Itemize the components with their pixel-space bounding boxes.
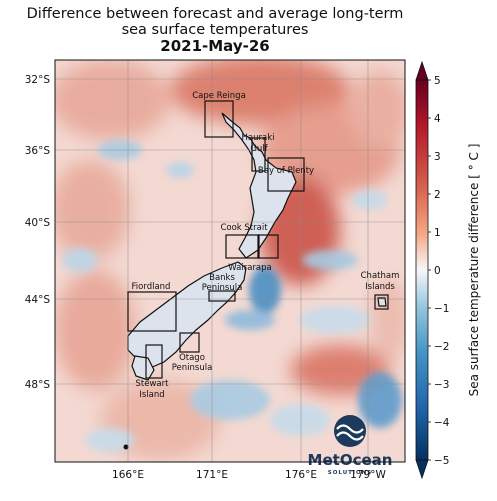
- label-cook-strait: Cook Strait: [220, 223, 268, 233]
- label-otago-2: Peninsula: [172, 363, 213, 373]
- longitude-tick-labels: 166°E 171°E 176°E 179°W: [112, 469, 386, 481]
- box-wairarapa: [257, 234, 279, 259]
- box-bay-of-plenty: [267, 157, 305, 192]
- map-frame: [54, 59, 406, 463]
- colorbar-label: Sea surface temperature difference [ ° C…: [467, 144, 481, 397]
- label-hauraki-1: Hauraki: [242, 133, 275, 143]
- region-labels: Cape Reinga Hauraki Gulf Bay of Plenty C…: [132, 91, 400, 400]
- lat-tick: 36°S: [25, 145, 51, 157]
- label-cape-reinga: Cape Reinga: [192, 91, 246, 101]
- map-gridlines: [55, 60, 405, 462]
- label-bay-of-plenty: Bay of Plenty: [258, 166, 314, 176]
- lon-tick: 179°W: [350, 469, 386, 481]
- chart-title-line2: sea surface temperatures: [121, 22, 309, 38]
- colorbar-tick: −2: [434, 341, 449, 353]
- colorbar-min-arrow: [415, 459, 429, 480]
- label-fiordland: Fiordland: [132, 282, 171, 292]
- box-hauraki-gulf: [251, 137, 266, 172]
- label-chatham-2: Islands: [365, 282, 395, 292]
- region-boxes: [127, 100, 389, 379]
- colorbar-max-arrow: [415, 60, 429, 81]
- colorbar-tick: 0: [434, 265, 441, 277]
- box-banks-peninsula: [208, 290, 236, 302]
- lon-tick: 166°E: [112, 469, 144, 481]
- label-hauraki-2: Gulf: [250, 144, 268, 154]
- box-chatham-islands: [374, 294, 389, 310]
- lat-tick: 44°S: [25, 294, 51, 306]
- chart-date: 2021-May-26: [160, 37, 270, 55]
- box-fiordland: [127, 291, 177, 332]
- label-otago-1: Otago: [179, 353, 205, 363]
- box-stewart-island: [145, 344, 163, 379]
- colorbar-tick: −1: [434, 303, 449, 315]
- label-wairarapa: Wairarapa: [228, 263, 271, 273]
- lon-tick: 171°E: [196, 469, 228, 481]
- label-stewart-1: Stewart: [136, 379, 170, 389]
- logo-tagline: SOLUTIONS: [328, 470, 372, 476]
- colorbar-tick: 4: [434, 113, 441, 125]
- colorbar-tick: 3: [434, 151, 441, 163]
- label-chatham-1: Chatham: [361, 271, 400, 281]
- box-otago-peninsula: [179, 332, 200, 353]
- colorbar: 5 4 3 2 1 0 −1 −2 −3 −4 −5 Sea surface t…: [415, 60, 481, 480]
- colorbar-tick: 1: [434, 227, 441, 239]
- metocean-logo: MetOcean SOLUTIONS: [308, 415, 393, 476]
- label-banks-1: Banks: [209, 273, 235, 283]
- colorbar-tick: 5: [434, 75, 441, 87]
- lon-tick: 176°E: [285, 469, 317, 481]
- label-stewart-2: Island: [139, 390, 164, 400]
- colorbar-tick: −3: [434, 379, 449, 391]
- lat-tick: 32°S: [25, 74, 51, 86]
- new-zealand-landmass: [127, 112, 387, 381]
- colorbar-tick: −5: [434, 455, 449, 467]
- chart-title-line1: Difference between forecast and average …: [26, 6, 404, 22]
- box-cook-strait: [225, 234, 260, 259]
- colorbar-tick: −4: [434, 417, 450, 429]
- logo-name: MetOcean: [308, 451, 393, 469]
- lat-tick: 40°S: [25, 217, 51, 229]
- box-cape-reinga: [204, 100, 234, 138]
- colorbar-scale: [415, 79, 429, 461]
- label-banks-2: Peninsula: [202, 283, 243, 293]
- colorbar-tick: 2: [434, 189, 441, 201]
- latitude-tick-labels: 32°S 36°S 40°S 44°S 48°S: [25, 74, 51, 391]
- lat-tick: 48°S: [25, 379, 51, 391]
- campbell-island-marker: [123, 444, 129, 450]
